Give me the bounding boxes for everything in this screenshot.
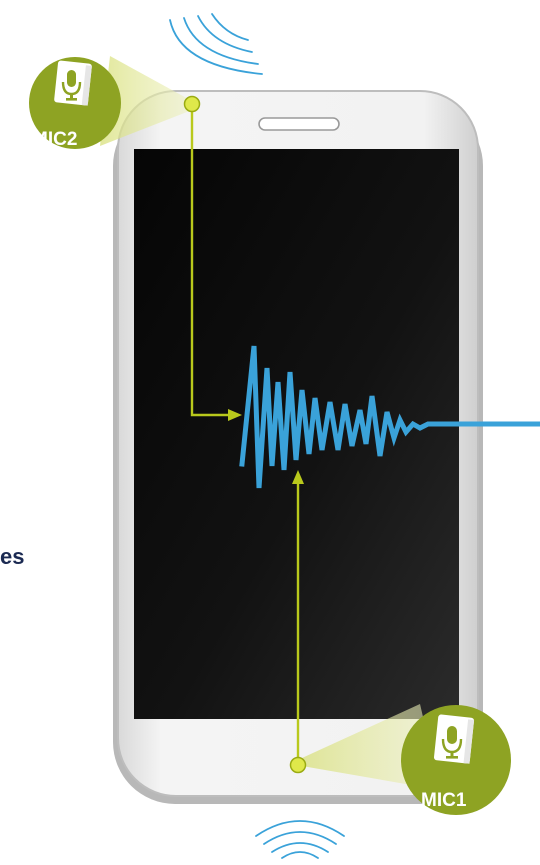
mic2-arrowhead bbox=[228, 409, 242, 421]
audio-waveform bbox=[239, 345, 540, 489]
sound-wave-bottom-icon bbox=[255, 820, 345, 859]
cropped-label-text: es bbox=[0, 544, 25, 569]
mic2-badge: MIC2 bbox=[29, 57, 121, 150]
mic1-label: MIC1 bbox=[421, 790, 467, 811]
mic1-dot bbox=[289, 756, 307, 774]
microphone-book-icon bbox=[433, 714, 475, 764]
mic2-beam bbox=[100, 56, 192, 146]
mic1-arrowhead bbox=[292, 470, 304, 484]
sound-wave-top-icon bbox=[169, 13, 263, 75]
mic1-badge: MIC1 bbox=[401, 705, 511, 815]
mic2-dot bbox=[183, 95, 201, 113]
mic2-connector bbox=[190, 106, 228, 417]
speaker-slot bbox=[258, 117, 340, 131]
microphone-book-icon bbox=[54, 60, 92, 106]
mic2-label: MIC2 bbox=[32, 129, 77, 150]
